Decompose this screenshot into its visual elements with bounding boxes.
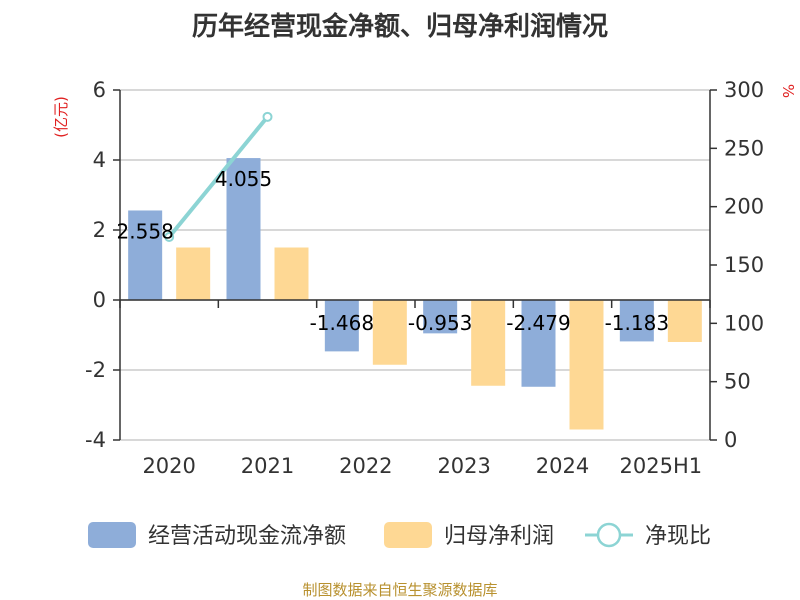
legend: 经营活动现金流净额 归母净利润 净现比 [88,522,711,549]
data-labels: 2.558 4.055 -1.468 -0.953 -2.479 -1.183 [117,167,670,335]
bar-operating-cash-flow [521,300,556,387]
bar-operating-cash-flow [324,300,359,352]
bar-net-profit [176,247,211,300]
left-tick-label: 6 [93,78,106,102]
right-tick-label: 100 [724,311,764,335]
left-axis-unit: (亿元) [52,96,70,138]
x-tick-label: 2022 [339,454,392,478]
bar-net-profit [471,300,506,386]
data-label: -2.479 [506,311,570,335]
legend-item-net-cash-ratio: 净现比 [585,522,711,549]
bar-operating-cash-flow [128,210,163,300]
chart-title: 历年经营现金净额、归母净利润情况 [192,11,608,42]
data-label: -1.468 [310,311,374,335]
data-label: -1.183 [605,311,669,335]
bar-net-profit [667,300,702,342]
data-label: 2.558 [117,219,174,243]
bar-net-profit [372,300,407,365]
bars [128,158,702,430]
legend-swatch [384,522,432,548]
right-tick-label: 150 [724,253,764,277]
x-tick-label: 2024 [536,454,589,478]
axes: 6 4 2 0 -2 -4 300 250 200 150 100 50 0 2020 2021 2022 20… [85,78,764,478]
right-tick-label: 0 [724,428,737,452]
legend-swatch [88,522,136,548]
bar-operating-cash-flow [226,158,261,300]
net-cash-ratio-point [164,232,175,242]
x-tick-label: 2023 [437,454,490,478]
left-tick-label: 2 [93,218,106,242]
bar-net-profit [274,247,309,300]
right-tick-label: 200 [724,195,764,219]
right-tick-label: 50 [724,370,751,394]
left-tick-label: -2 [85,358,106,382]
legend-label: 经营活动现金流净额 [148,524,346,549]
legend-item-net-profit: 归母净利润 [384,522,554,549]
right-tick-label: 250 [724,136,764,160]
right-axis-unit: % [779,84,797,98]
bar-net-profit [569,300,604,430]
source-note: 制图数据来自恒生聚源数据库 [302,581,497,599]
legend-item-operating-cash-flow: 经营活动现金流净额 [88,522,346,549]
left-tick-label: 0 [93,288,106,312]
bar-operating-cash-flow [423,300,458,334]
right-tick-label: 300 [724,78,764,102]
net-cash-ratio-point [262,111,273,122]
x-tick-label: 2021 [241,454,294,478]
x-tick-label: 2020 [142,454,195,478]
legend-label: 归母净利润 [444,524,554,549]
legend-label: 净现比 [645,524,711,549]
data-label: -0.953 [408,311,472,335]
data-label: 4.055 [215,167,272,191]
legend-marker [596,522,622,548]
x-tick-label: 2025H1 [620,454,703,478]
bar-operating-cash-flow [619,300,654,342]
net-cash-ratio-line [164,111,273,242]
left-tick-label: -4 [85,428,106,452]
left-tick-label: 4 [93,148,106,172]
net-cash-ratio-polyline [167,115,270,239]
